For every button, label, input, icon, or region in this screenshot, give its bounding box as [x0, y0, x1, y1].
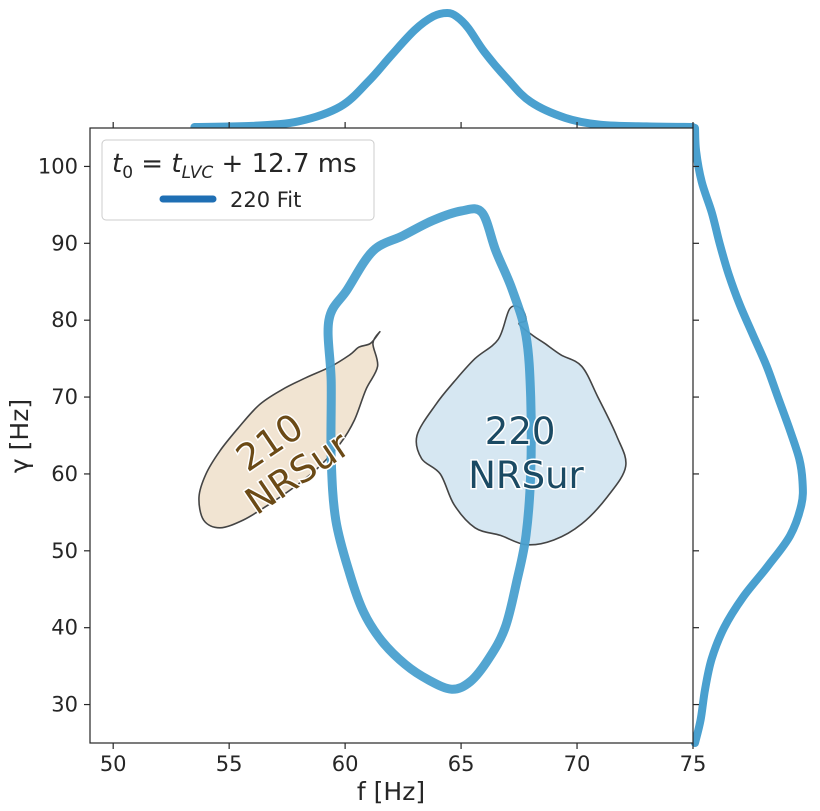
y-axis-label: γ [Hz] — [5, 399, 34, 473]
y-tick-label: 50 — [51, 539, 78, 563]
legend-entry-220-fit: 220 Fit — [230, 188, 301, 212]
marginal-y-curve — [691, 124, 807, 747]
y-tick-label: 30 — [51, 693, 78, 717]
y-tick-label: 80 — [51, 308, 78, 332]
x-tick-label: 75 — [680, 752, 707, 776]
y-tick-label: 60 — [51, 462, 78, 486]
x-axis-ticks: 50 55 60 65 70 75 — [100, 122, 707, 776]
x-axis-label: f [Hz] — [357, 777, 425, 806]
y-tick-label: 90 — [51, 231, 78, 255]
legend: t0 = tLVC + 12.7 ms 220 Fit — [101, 139, 375, 221]
x-tick-label: 50 — [100, 752, 127, 776]
x-tick-label: 65 — [448, 752, 475, 776]
y-axis-ticks: 30 40 50 60 70 80 90 100 — [38, 154, 699, 717]
x-tick-label: 60 — [332, 752, 359, 776]
legend-title: t0 = tLVC + 12.7 ms — [112, 149, 357, 183]
y-tick-label: 100 — [38, 154, 78, 178]
x-tick-label: 55 — [216, 752, 243, 776]
nrsur-220-label-line1: 220 — [485, 410, 556, 453]
x-tick-label: 70 — [564, 752, 591, 776]
nrsur-220-label-line2: NRSur — [468, 454, 584, 497]
y-tick-label: 70 — [51, 385, 78, 409]
nrsur-220-label: 220 NRSur — [468, 410, 584, 497]
y-tick-label: 40 — [51, 616, 78, 640]
fit-220-contour — [323, 204, 536, 694]
marginal-x-curve — [190, 9, 697, 131]
